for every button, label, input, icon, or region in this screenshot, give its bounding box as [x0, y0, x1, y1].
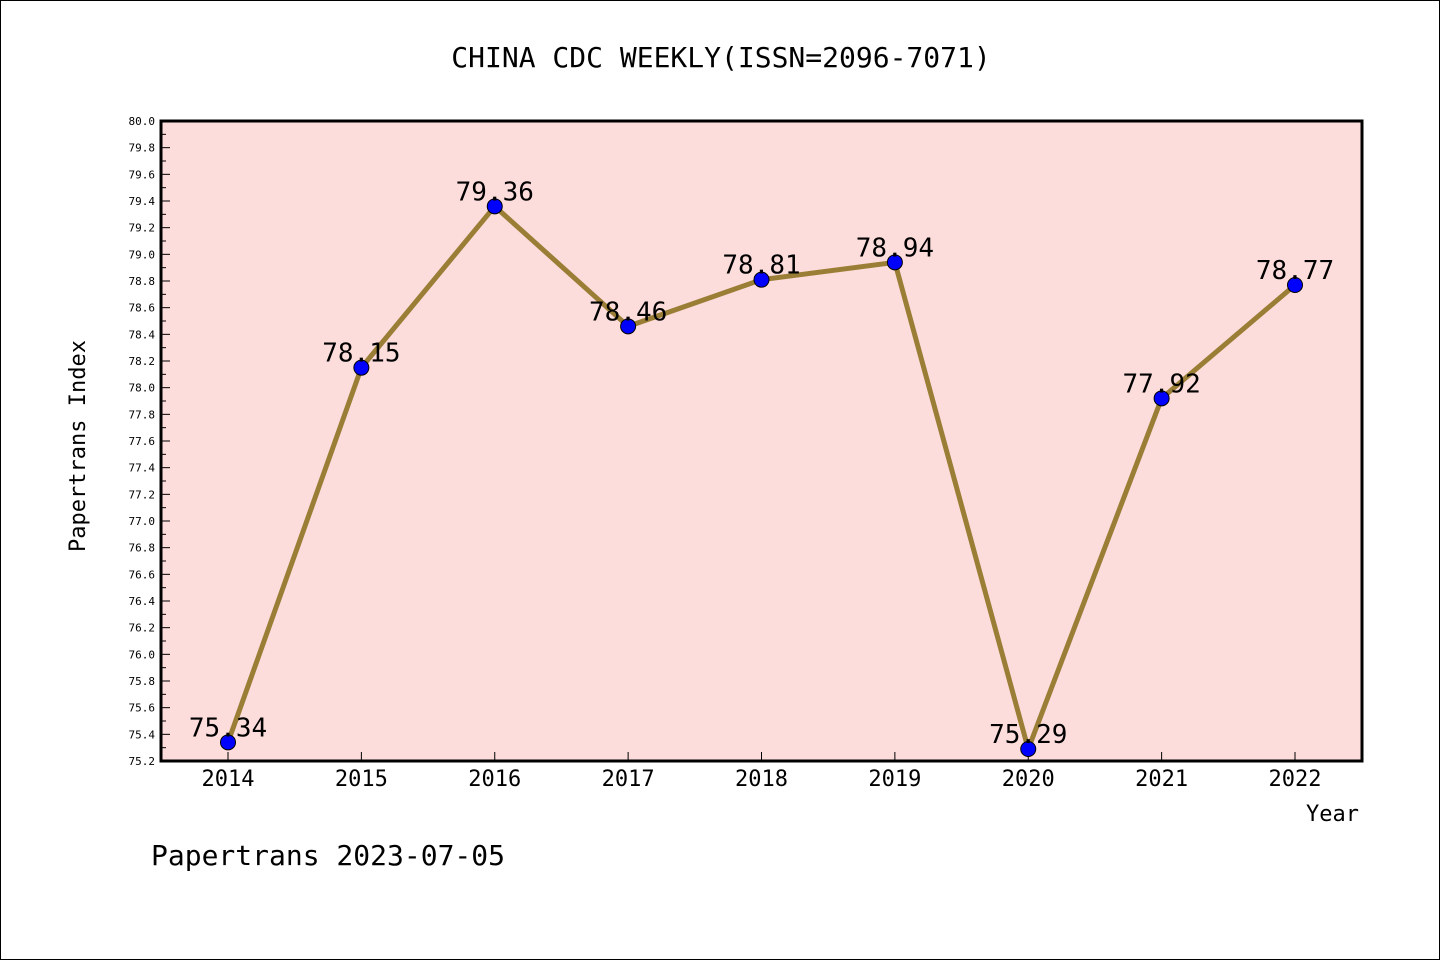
y-tick-label: 79.6 [129, 168, 156, 181]
data-point [886, 254, 903, 271]
y-tick-label: 77.0 [129, 515, 156, 528]
y-tick-label: 75.2 [129, 755, 156, 768]
y-tick-label: 77.8 [129, 408, 156, 421]
x-tick-label: 2021 [1135, 767, 1188, 792]
y-tick-label: 78.6 [129, 302, 156, 315]
x-axis-label: Year [1306, 802, 1359, 827]
y-tick-label: 78.4 [129, 328, 156, 341]
x-tick-label: 2017 [602, 767, 655, 792]
data-label: 78.77 [1256, 256, 1334, 286]
y-tick-label: 78.8 [129, 275, 156, 288]
data-point [220, 734, 236, 751]
y-tick-label: 79.8 [129, 142, 156, 155]
y-tick-label: 76.8 [129, 542, 156, 555]
y-tick-label: 75.8 [129, 675, 156, 688]
x-tick-label: 2016 [468, 767, 521, 792]
data-point [620, 318, 637, 335]
x-tick-label: 2020 [1002, 767, 1055, 792]
y-tick-label: 75.4 [129, 728, 156, 741]
y-tick-label: 78.2 [129, 355, 156, 368]
data-label: 79.36 [456, 177, 534, 207]
data-label: 75.29 [989, 720, 1067, 750]
y-tick-label: 79.4 [129, 195, 156, 208]
data-point [1287, 277, 1303, 293]
y-tick-label: 76.6 [129, 568, 156, 581]
data-label: 78.94 [856, 233, 934, 263]
y-tick-label: 77.6 [129, 435, 156, 448]
x-tick-label: 2022 [1269, 767, 1322, 792]
y-tick-label: 76.0 [129, 648, 156, 661]
data-point [353, 359, 370, 376]
y-axis-label: Papertrans Index [66, 340, 91, 552]
y-tick-label: 79.0 [129, 248, 156, 261]
footer-text: Papertrans 2023-07-05 [151, 839, 505, 872]
series-group [220, 198, 1303, 758]
data-label: 78.46 [589, 297, 667, 327]
data-point [486, 198, 503, 215]
y-tick-label: 75.6 [129, 702, 156, 715]
data-labels-group: 75.34 78.15 79.36 78.46 78.81 78.94 75.29 77.92… [189, 177, 1334, 750]
data-label: 78.81 [722, 251, 800, 281]
y-tick-label: 79.2 [129, 222, 156, 235]
plot-area [161, 121, 1362, 761]
y-axis-ticks: 75.2 75.4 75.6 75.8 76.0 76.2 76.4 76.6 76.8 77.0… [129, 115, 170, 768]
y-tick-label: 76.2 [129, 622, 156, 635]
y-tick-label: 77.2 [129, 488, 156, 501]
x-tick-label: 2018 [735, 767, 788, 792]
y-tick-label: 78.0 [129, 382, 156, 395]
x-tick-label: 2014 [202, 767, 255, 792]
x-tick-label: 2019 [868, 767, 921, 792]
y-tick-label: 80.0 [129, 115, 156, 128]
y-tick-label: 76.4 [129, 595, 156, 608]
data-point [753, 271, 770, 288]
data-label: 78.15 [322, 339, 400, 369]
plot-border [159, 119, 1364, 763]
data-point [1153, 390, 1170, 407]
x-tick-label: 2015 [335, 767, 388, 792]
data-label: 75.34 [189, 713, 267, 743]
data-label: 77.92 [1122, 369, 1200, 399]
x-axis-ticks: 2014 2015 2016 2017 2018 2019 2020 2021 2022 [202, 752, 1322, 792]
data-point [1020, 741, 1037, 757]
chart-title: CHINA CDC WEEKLY(ISSN=2096-7071) [451, 41, 990, 74]
y-tick-label: 77.4 [129, 462, 156, 475]
